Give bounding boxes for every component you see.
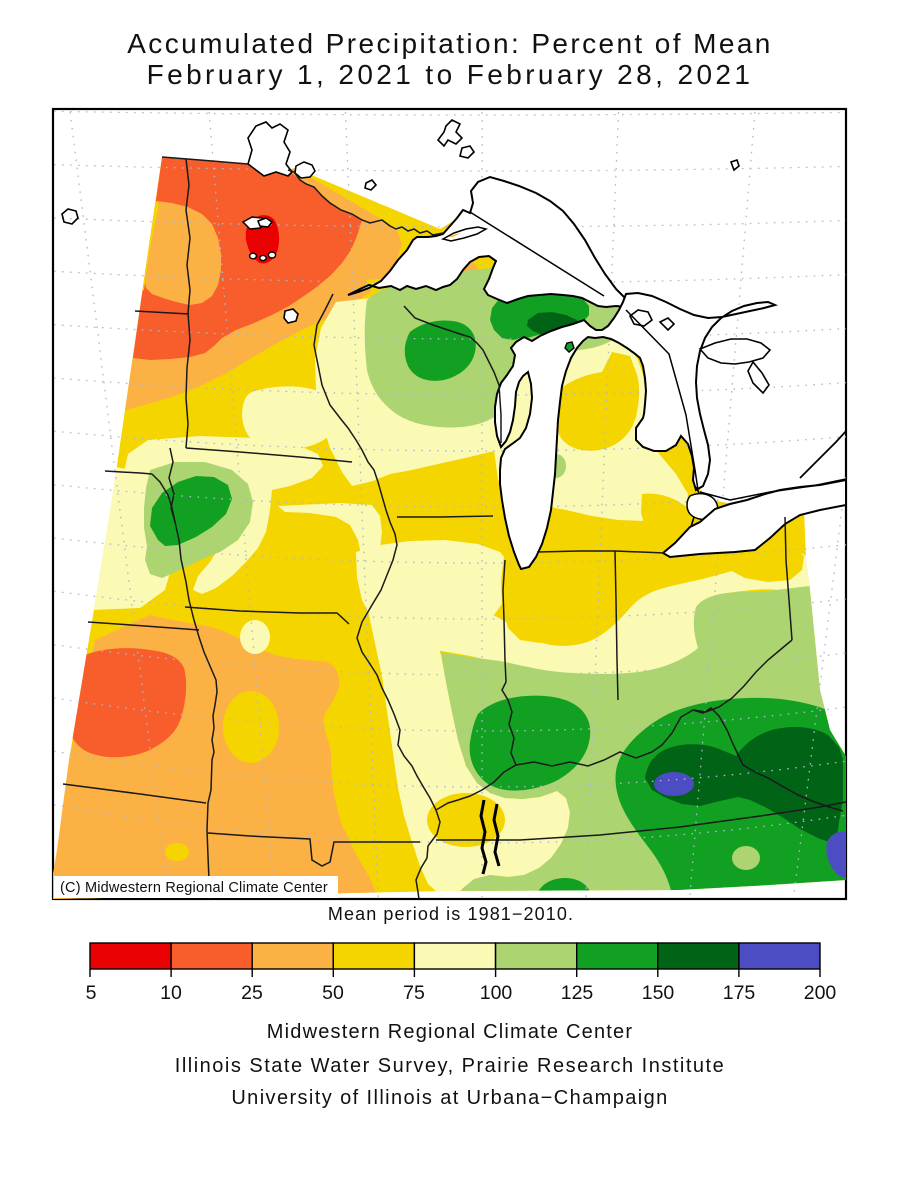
svg-text:75: 75 [403,982,425,1004]
svg-text:125: 125 [561,982,594,1004]
svg-text:50: 50 [322,982,344,1004]
svg-text:150: 150 [642,982,675,1004]
svg-text:10: 10 [160,982,182,1004]
svg-text:5: 5 [86,982,97,1004]
svg-text:Midwestern Regional Climate Ce: Midwestern Regional Climate Center [267,1021,634,1043]
svg-text:Mean period is 1981−2010.: Mean period is 1981−2010. [328,904,574,924]
svg-text:25: 25 [241,982,263,1004]
svg-text:Accumulated Precipitation: Per: Accumulated Precipitation: Percent of Me… [127,28,773,59]
svg-text:Illinois State Water Survey, P: Illinois State Water Survey, Prairie Res… [175,1055,725,1077]
svg-text:175: 175 [723,982,756,1004]
svg-text:(C) Midwestern Regional Climat: (C) Midwestern Regional Climate Center [60,880,328,896]
svg-text:University of Illinois at Urba: University of Illinois at Urbana−Champai… [231,1087,668,1109]
svg-text:200: 200 [804,982,837,1004]
svg-text:100: 100 [480,982,513,1004]
svg-text:February 1, 2021 to February 2: February 1, 2021 to February 28, 2021 [147,59,754,90]
